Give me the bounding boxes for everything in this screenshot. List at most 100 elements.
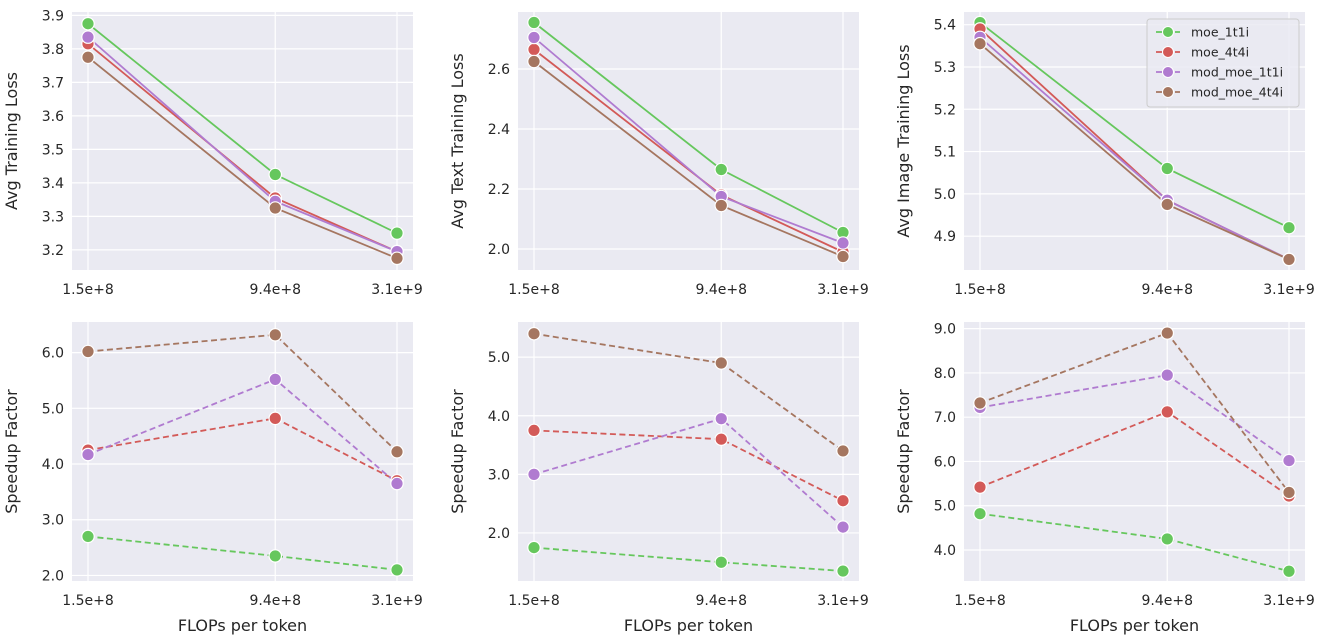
- plot-area: [518, 322, 859, 581]
- x-tick-label: 1.5e+8: [62, 593, 114, 609]
- data-point-mod_moe_1t1i: [836, 236, 850, 250]
- data-point-mod_moe_4t4i: [527, 54, 541, 69]
- legend-marker-moe_4t4i: [1162, 46, 1174, 58]
- y-axis-label: Avg Image Training Loss: [894, 44, 913, 237]
- data-point-mod_moe_4t4i: [1282, 485, 1296, 500]
- y-tick-label: 3.0: [488, 467, 510, 483]
- legend-label-moe_1t1i: moe_1t1i: [1191, 25, 1249, 40]
- data-point-mod_moe_4t4i: [390, 444, 404, 459]
- y-tick-label: 3.4: [42, 176, 64, 192]
- x-axis-label: FLOPs per token: [624, 616, 753, 635]
- y-tick-label: 2.0: [488, 242, 510, 258]
- legend-box: [1146, 18, 1300, 108]
- y-axis-label: Speedup Factor: [894, 389, 913, 514]
- y-tick-label: 5.0: [488, 350, 510, 366]
- y-tick-label: 8.0: [934, 366, 956, 382]
- y-tick-label: 2.6: [488, 62, 510, 78]
- data-point-mod_moe_1t1i: [836, 520, 850, 534]
- y-tick-label: 5.4: [934, 18, 956, 34]
- subplot-1: 3.2 3.3 3.4 3.5 3.6 3.7 3.8 3.9 1.5e+8 9.4e+8 3.1e…: [2, 8, 423, 298]
- y-axis-label: Avg Training Loss: [2, 72, 21, 210]
- plot-area: [964, 322, 1305, 581]
- y-tick-label: 4.0: [42, 457, 64, 473]
- y-tick-label: 4.0: [488, 409, 510, 425]
- plot-area: [72, 322, 413, 581]
- plot-area: [72, 12, 413, 270]
- data-point-mod_moe_1t1i: [1282, 453, 1296, 468]
- x-tick-label: 1.5e+8: [508, 282, 560, 298]
- x-tick-label: 3.1e+9: [817, 282, 869, 298]
- y-tick-label: 5.0: [934, 187, 956, 203]
- x-axis-label: FLOPs per token: [178, 616, 307, 635]
- data-point-mod_moe_1t1i: [268, 372, 283, 387]
- data-point-mod_moe_4t4i: [714, 356, 729, 370]
- x-tick-label: 1.5e+8: [508, 593, 560, 609]
- y-tick-label: 3.9: [42, 8, 64, 24]
- y-tick-label: 2.0: [42, 568, 64, 584]
- y-tick-label: 2.4: [488, 122, 510, 138]
- y-tick-label: 5.0: [934, 499, 956, 515]
- y-tick-label: 3.5: [42, 142, 64, 158]
- data-point-mod_moe_4t4i: [527, 326, 541, 341]
- y-tick-label: 2.0: [488, 526, 510, 542]
- y-tick-label: 2.2: [488, 182, 510, 198]
- x-tick-label: 9.4e+8: [249, 282, 301, 298]
- data-point-mod_moe_4t4i: [714, 198, 729, 213]
- data-point-moe_1t1i: [1282, 564, 1296, 579]
- series-line-moe_1t1i: [87, 535, 398, 571]
- x-tick-label: 1.5e+8: [954, 593, 1006, 609]
- y-tick-label: 3.2: [42, 243, 64, 259]
- subplot-4: 2.0 3.0 4.0 5.0 6.0 1.5e+8 9.4e+8 3.1e+9 Speedup…: [2, 322, 423, 635]
- series-line-moe_1t1i: [533, 546, 844, 572]
- y-tick-label: 3.0: [42, 513, 64, 529]
- x-tick-label: 3.1e+9: [1263, 593, 1315, 609]
- data-point-moe_1t1i: [973, 506, 987, 521]
- y-tick-label: 3.8: [42, 42, 64, 58]
- legend: moe_1t1i moe_4t4i mod_moe_1t1i mod_moe_4t4i: [1146, 18, 1300, 108]
- x-tick-label: 3.1e+9: [1263, 282, 1315, 298]
- x-tick-label: 3.1e+9: [371, 593, 423, 609]
- data-point-mod_moe_4t4i: [836, 444, 850, 458]
- series-line-mod_moe_4t4i: [533, 332, 844, 452]
- series-line-mod_moe_4t4i: [87, 333, 398, 453]
- data-point-moe_1t1i: [527, 540, 541, 555]
- y-tick-label: 5.3: [934, 60, 956, 76]
- data-point-moe_4t4i: [527, 42, 541, 57]
- data-point-mod_moe_4t4i: [268, 201, 283, 215]
- series-line-moe_1t1i: [979, 512, 1290, 573]
- data-point-moe_1t1i: [1282, 220, 1296, 235]
- data-point-mod_moe_1t1i: [390, 476, 404, 491]
- legend-marker-mod_moe_4t4i: [1162, 86, 1174, 98]
- data-point-mod_moe_1t1i: [81, 447, 95, 462]
- data-point-moe_1t1i: [1160, 161, 1175, 176]
- y-axis-label: Avg Text Training Loss: [448, 53, 467, 228]
- data-point-mod_moe_1t1i: [1160, 368, 1175, 382]
- x-tick-label: 1.5e+8: [62, 282, 114, 298]
- data-point-moe_4t4i: [268, 411, 283, 426]
- x-tick-label: 3.1e+9: [371, 282, 423, 298]
- data-point-mod_moe_4t4i: [81, 344, 95, 359]
- data-point-moe_4t4i: [1160, 405, 1175, 419]
- y-tick-label: 3.3: [42, 209, 64, 225]
- data-point-mod_moe_1t1i: [714, 411, 729, 426]
- y-axis-label: Speedup Factor: [448, 389, 467, 514]
- x-tick-label: 9.4e+8: [249, 593, 301, 609]
- data-point-moe_1t1i: [527, 15, 541, 30]
- legend-label-mod_moe_4t4i: mod_moe_4t4i: [1191, 85, 1283, 100]
- data-point-moe_1t1i: [1160, 532, 1175, 546]
- data-point-mod_moe_1t1i: [527, 467, 541, 482]
- subplot-3: 4.9 5.0 5.1 5.2 5.3 5.4 1.5e+8 9.4e+8 3.1e+9 Avg …: [894, 12, 1315, 298]
- subplot-6: 4.0 5.0 6.0 7.0 8.0 9.0 1.5e+8 9.4e+8 3.1e+9 Spee…: [894, 322, 1315, 635]
- y-tick-label: 5.1: [934, 145, 956, 161]
- data-point-mod_moe_4t4i: [836, 249, 850, 264]
- data-point-mod_moe_4t4i: [1160, 197, 1175, 212]
- data-point-moe_1t1i: [836, 564, 850, 578]
- data-point-mod_moe_4t4i: [973, 396, 987, 410]
- data-point-moe_4t4i: [714, 432, 729, 446]
- y-tick-label: 4.0: [934, 543, 956, 559]
- y-tick-label: 9.0: [934, 322, 956, 338]
- data-point-moe_1t1i: [714, 162, 729, 177]
- y-tick-label: 6.0: [42, 346, 64, 362]
- data-point-moe_1t1i: [714, 555, 729, 570]
